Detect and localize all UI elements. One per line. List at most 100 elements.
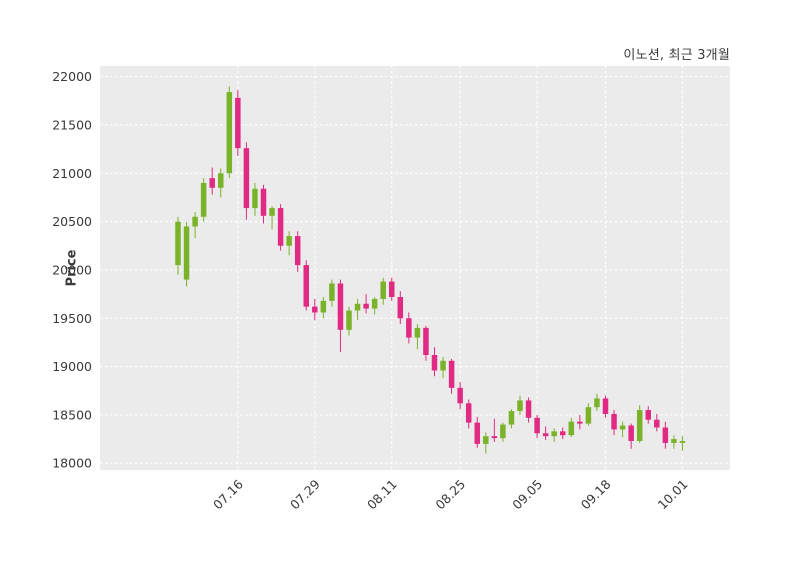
candle-body [337,283,344,330]
candle-body [423,327,429,355]
candle-down [611,410,617,436]
candle-body [457,387,463,404]
candle-up [371,296,378,315]
candle-down [662,421,669,449]
candle-up [483,432,489,454]
y-tick-label: 18000 [52,456,92,471]
y-tick-label: 20500 [52,214,92,229]
y-tick-label: 18500 [52,407,92,422]
candle-up [354,298,361,321]
candle-down [406,312,412,344]
candle-body [474,422,480,444]
candle-down [465,399,472,429]
y-tick-label: 20000 [52,262,92,277]
candle-body [371,298,378,309]
candle-up [636,405,643,443]
candle-body [542,433,549,437]
candle-body [679,441,686,443]
candle-up [440,356,446,379]
candle-body [483,436,489,444]
candle-body [303,265,309,307]
candle-body [645,410,651,420]
candle-down [397,291,404,325]
candle-body [619,425,626,430]
candle-body [662,427,669,443]
candle-body [577,421,583,424]
candle-down [389,277,395,301]
candle-up [414,324,421,350]
candle-up [320,296,327,319]
candle-body [218,173,224,188]
candle-down [525,397,532,423]
candle-down [448,358,455,394]
candle-body [175,221,181,266]
candle-down [423,325,429,361]
candle-body [260,188,267,216]
candle-down [277,204,284,251]
candle-body [389,281,395,297]
candle-down [645,406,651,424]
candle-up [192,211,198,239]
candle-body [568,421,575,436]
x-tick-label: 09.18 [578,476,614,512]
candle-body [406,318,412,338]
y-tick-label: 21500 [52,117,92,132]
candle-body [594,398,600,408]
candle-down [235,90,241,156]
candle-up [594,393,600,412]
x-tick-label: 08.25 [432,477,468,513]
candle-up [585,403,592,426]
candle-body [654,419,660,428]
candle-body [440,360,446,371]
candle-body [508,411,515,425]
candle-up [500,422,506,442]
candle-up [508,409,515,429]
candle-body [277,208,284,246]
candle-body [312,306,318,313]
y-tick-label: 19000 [52,359,92,374]
candle-down [628,423,634,449]
candle-up [619,421,626,438]
x-tick-label: 07.29 [287,476,323,512]
plot-background [100,66,730,470]
candle-down [363,294,369,314]
y-tick-label: 21000 [52,166,92,181]
candle-body [226,92,233,174]
candle-up [517,395,523,415]
x-tick-label: 08.11 [364,477,400,513]
candle-down [577,414,583,430]
candle-down [337,279,344,353]
candle-up [218,168,224,198]
candle-body [329,283,335,301]
candle-body [354,303,361,311]
candle-down [474,416,480,448]
candle-up [346,306,352,336]
candle-up [175,216,181,275]
candle-body [252,188,258,209]
candle-up [200,178,207,222]
candle-body [671,439,677,443]
candle-body [500,424,506,439]
candle-up [568,417,575,438]
chart-title: 이노션, 최근 3개월 [623,48,730,63]
candle-down [294,231,301,272]
candle-body [491,436,498,439]
candle-body [320,300,327,313]
candle-body [585,407,592,424]
candle-down [542,426,549,441]
candle-body [363,303,369,309]
candle-body [243,148,250,209]
candle-down [654,413,660,432]
candle-body [560,431,566,436]
candle-up [183,221,190,287]
candle-up [380,277,386,305]
y-axis-title: Price [64,249,80,287]
x-tick-label: 10.01 [655,477,691,513]
y-tick-label: 22000 [52,69,92,84]
candle-body [380,281,386,299]
candle-up [286,231,292,256]
candle-down [491,418,498,442]
candle-body [200,182,207,217]
